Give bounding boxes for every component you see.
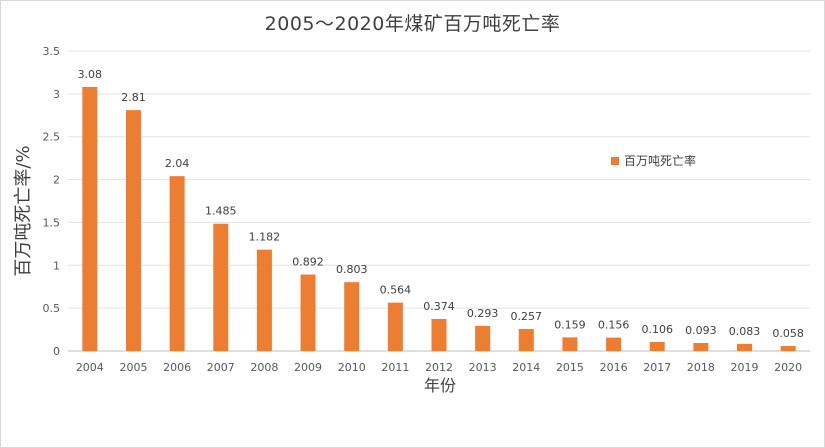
data-label: 1.485 — [205, 205, 237, 218]
bar — [518, 328, 534, 351]
bar — [387, 302, 403, 351]
bar — [431, 318, 447, 351]
x-tick-label: 2010 — [338, 361, 366, 374]
data-label: 0.159 — [554, 318, 586, 331]
x-tick-label: 2006 — [163, 361, 191, 374]
data-label: 0.093 — [685, 324, 717, 337]
bar — [606, 337, 622, 351]
bar — [82, 87, 98, 351]
y-tick-label: 3.5 — [43, 45, 61, 58]
x-tick-label: 2019 — [731, 361, 759, 374]
x-tick-label: 2018 — [687, 361, 715, 374]
bar — [649, 341, 665, 351]
x-tick-label: 2007 — [207, 361, 235, 374]
y-tick-label: 1.5 — [43, 216, 61, 229]
x-tick-label: 2008 — [250, 361, 278, 374]
x-tick-label: 2009 — [294, 361, 322, 374]
y-tick-label: 0 — [53, 345, 60, 358]
bar — [300, 274, 316, 351]
x-tick-label: 2004 — [76, 361, 104, 374]
bar — [737, 343, 753, 351]
y-tick-label: 3 — [53, 88, 60, 101]
bar — [169, 176, 185, 351]
bar — [213, 223, 229, 351]
data-label: 0.374 — [423, 300, 455, 313]
bar — [780, 346, 796, 351]
x-tick-label: 2017 — [643, 361, 671, 374]
data-label: 0.564 — [380, 284, 412, 297]
data-label: 2.81 — [121, 91, 146, 104]
chart-title: 2005～2020年煤矿百万吨死亡率 — [264, 13, 561, 35]
x-tick-label: 2013 — [469, 361, 497, 374]
x-tick-label: 2014 — [512, 361, 540, 374]
data-label: 0.257 — [511, 310, 543, 323]
data-label: 0.058 — [772, 327, 804, 340]
x-tick-label: 2011 — [381, 361, 409, 374]
y-tick-label: 2.5 — [43, 131, 61, 144]
data-label: 0.803 — [336, 263, 368, 276]
y-tick-label: 1 — [53, 259, 60, 272]
data-label: 0.156 — [598, 319, 630, 332]
bar — [475, 325, 491, 351]
bar — [693, 343, 709, 351]
bar — [344, 282, 360, 351]
data-label: 1.182 — [249, 231, 281, 244]
y-axis-title: 百万吨死亡率/% — [13, 145, 34, 277]
y-tick-label: 0.5 — [43, 302, 61, 315]
x-tick-label: 2015 — [556, 361, 584, 374]
legend: 百万吨死亡率 — [611, 152, 696, 169]
data-label: 0.293 — [467, 307, 499, 320]
x-tick-label: 2020 — [774, 361, 802, 374]
data-label: 3.08 — [78, 68, 103, 81]
bar — [562, 337, 578, 351]
x-tick-label: 2016 — [600, 361, 628, 374]
legend-label: 百万吨死亡率 — [624, 154, 697, 168]
x-tick-label: 2012 — [425, 361, 453, 374]
data-label: 0.892 — [292, 256, 324, 269]
bar — [256, 249, 272, 351]
bar — [125, 110, 141, 352]
legend-swatch — [611, 156, 619, 165]
y-tick-label: 2 — [53, 174, 60, 187]
data-label: 2.04 — [165, 157, 190, 170]
x-tick-label: 2005 — [119, 361, 147, 374]
data-label: 0.083 — [729, 325, 761, 338]
x-axis-title: 年份 — [423, 376, 456, 395]
data-label: 0.106 — [641, 323, 673, 336]
